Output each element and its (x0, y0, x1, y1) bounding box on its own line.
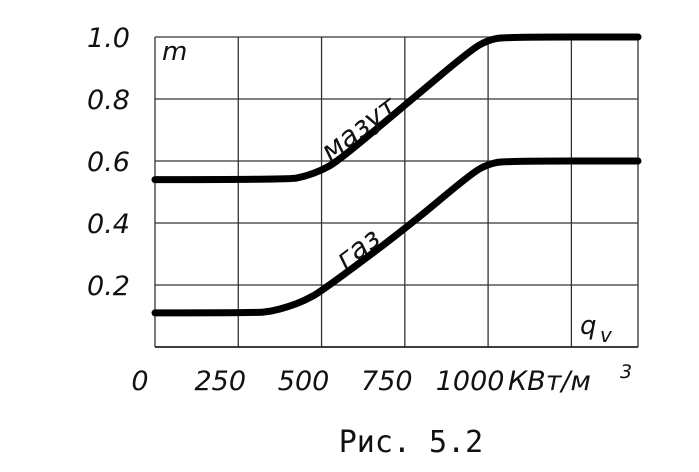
series-label-mazut: мазут (314, 89, 403, 168)
series-labels: мазут газ (314, 89, 403, 276)
y-tick-label-2: 0.6 (87, 147, 130, 178)
x-tick-label-0: 0 (131, 366, 148, 397)
x-tick-label-3: 750 (361, 366, 413, 397)
y-tick-label-0: 0.2 (87, 271, 130, 302)
x-axis-variable: q (580, 311, 597, 341)
y-tick-label-1: 0.4 (87, 209, 130, 240)
unit-label-text: КВт/м (508, 366, 591, 397)
series-line-0 (151, 33, 642, 184)
grid (154, 36, 639, 348)
series-label-gaz: газ (329, 221, 386, 275)
y-tick-label-3: 0.8 (87, 85, 130, 116)
x-axis-variable-subscript: v (600, 323, 613, 347)
figure-caption: Рис. 5.2 (339, 425, 484, 460)
x-axis-label: q v (580, 311, 613, 347)
series-line-1 (151, 157, 642, 317)
tick-labels: 0.2 0.4 0.6 0.8 1.0 0 250 500 750 1000 (87, 23, 504, 397)
unit-label-exponent: 3 (620, 361, 632, 383)
x-tick-label-1: 250 (195, 366, 247, 397)
x-tick-label-4: 1000 (436, 366, 505, 397)
unit-label: КВт/м 3 (508, 361, 632, 397)
curves (151, 33, 642, 317)
y-tick-label-4: 1.0 (87, 23, 130, 54)
x-tick-label-2: 500 (278, 366, 330, 397)
y-axis-label: m (162, 37, 187, 67)
